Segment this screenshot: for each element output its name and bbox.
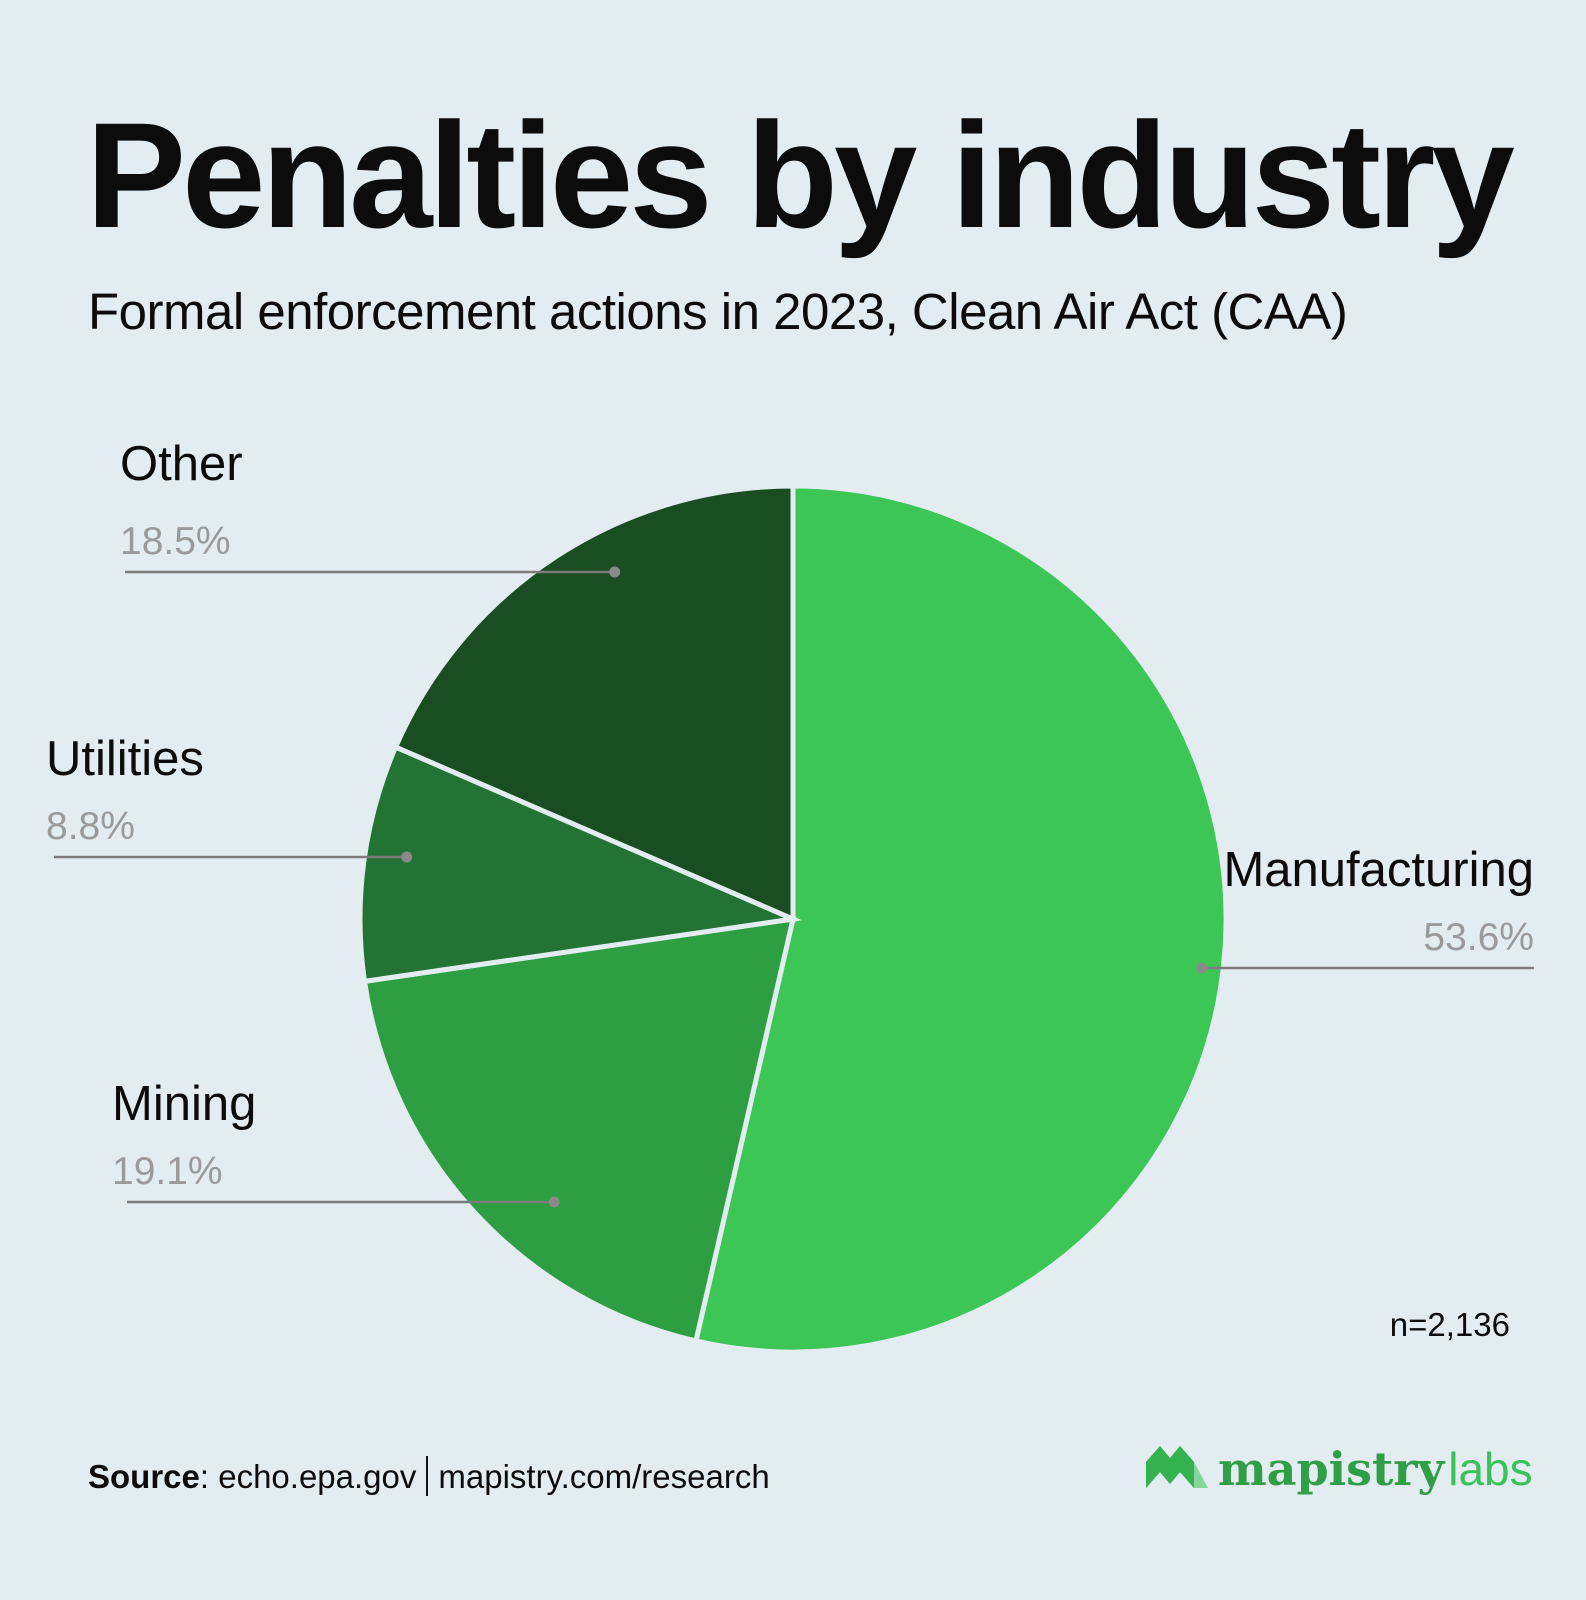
leader-dot	[1196, 962, 1208, 974]
source-separator	[426, 1456, 429, 1496]
chart-subtitle: Formal enforcement actions in 2023, Clea…	[88, 283, 1348, 340]
slice-label: Utilities	[46, 732, 204, 786]
leader-dot	[609, 566, 621, 578]
source-footer: Source: echo.epa.gov mapistry.com/researc…	[88, 1456, 770, 1496]
sample-size-annotation: n=2,136	[1390, 1306, 1510, 1343]
source-label: Source	[88, 1458, 200, 1495]
slice-value-label: 19.1%	[112, 1150, 223, 1193]
brand-suffix: labs	[1448, 1443, 1533, 1495]
leader-dot	[401, 851, 413, 863]
slice-label: Manufacturing	[1223, 843, 1534, 897]
pie-slice-mining	[361, 915, 797, 1344]
brand-name: mapistry	[1218, 1442, 1445, 1496]
leader-dot	[548, 1196, 560, 1208]
chart-title: Penalties by industry	[86, 91, 1515, 259]
pie-slices	[357, 483, 1229, 1355]
pie-callouts: Manufacturing 53.6% Mining 19.1% Utilities 8.…	[46, 437, 1534, 1208]
slice-label: Other	[120, 437, 243, 491]
mountain-logo-icon	[1146, 1446, 1208, 1488]
pie-slice-other	[392, 483, 796, 923]
slice-value-label: 8.8%	[46, 805, 135, 848]
pie-slice-utilities	[357, 743, 803, 985]
slice-value-label: 53.6%	[1423, 916, 1534, 959]
source-text: : echo.epa.gov	[199, 1458, 417, 1495]
source-url: mapistry.com/research	[438, 1458, 770, 1495]
brand-logo: mapistry labs	[1146, 1436, 1533, 1492]
slice-value-label: 18.5%	[120, 520, 231, 563]
slice-label: Mining	[112, 1077, 256, 1131]
